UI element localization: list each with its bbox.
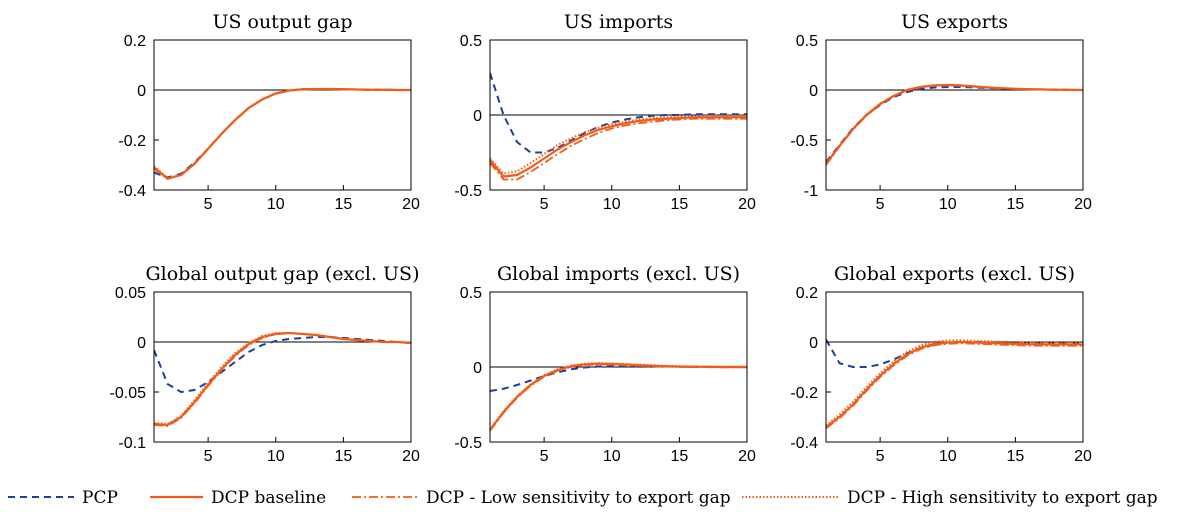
x-tick-label: 10 (267, 448, 285, 465)
chart-title: US output gap (212, 11, 352, 33)
legend-label: PCP (82, 488, 118, 508)
y-tick-label: 0.5 (460, 33, 482, 50)
plot-frame (825, 291, 1084, 443)
legend-item-pcp: PCP (8, 488, 118, 508)
y-tick-label: 0.05 (115, 285, 146, 302)
plot-frame (825, 39, 1084, 191)
y-tick-label: 0 (473, 108, 482, 125)
x-tick-label: 5 (876, 196, 885, 213)
legend-item-dcp-low-sensitivity: DCP - Low sensitivity to export gap (352, 488, 731, 508)
x-tick-label: 5 (540, 448, 549, 465)
legend-label: DCP baseline (211, 488, 326, 508)
x-tick-label: 15 (334, 448, 352, 465)
y-tick-label: -1 (804, 183, 818, 200)
chart-title: US exports (901, 11, 1008, 33)
x-tick-label: 15 (1006, 196, 1024, 213)
series-line-dcp-low-sensitivity (826, 84, 1083, 166)
x-tick-label: 15 (334, 196, 352, 213)
x-tick-label: 10 (603, 448, 621, 465)
y-tick-label: -0.5 (454, 183, 482, 200)
series-line-dcp-low-sensitivity (490, 117, 747, 181)
legend-label: DCP - High sensitivity to export gap (847, 488, 1158, 508)
x-tick-label: 20 (738, 196, 756, 213)
series-line-dcp-baseline (490, 116, 747, 178)
series-line-dcp-low-sensitivity (490, 363, 747, 432)
plot-frame (153, 291, 412, 443)
series-line-dcp-baseline (154, 331, 411, 427)
series-line-dcp-baseline (826, 340, 1083, 428)
x-tick-label: 10 (267, 196, 285, 213)
series-line-pcp (154, 336, 411, 393)
x-tick-label: 5 (204, 448, 213, 465)
x-tick-label: 5 (204, 196, 213, 213)
x-tick-label: 5 (876, 448, 885, 465)
series-line-dcp-low-sensitivity (154, 332, 411, 427)
x-tick-label: 20 (402, 448, 420, 465)
x-tick-label: 20 (738, 448, 756, 465)
y-tick-label: 0 (137, 83, 146, 100)
series-line-pcp (826, 86, 1083, 163)
chart-panel-2: US imports 5 10 15 20 -0.5 0 0.5 (454, 11, 756, 213)
chart-title: US imports (564, 11, 673, 33)
series-line-dcp-baseline (490, 362, 747, 431)
x-tick-label: 20 (402, 196, 420, 213)
series-line-dcp-high-sensitivity (490, 362, 747, 430)
legend-item-dcp-baseline: DCP baseline (150, 488, 326, 508)
x-tick-label: 10 (939, 196, 957, 213)
y-tick-label: -0.2 (118, 133, 146, 150)
y-tick-label: 0.5 (460, 285, 482, 302)
y-tick-label: -0.05 (110, 385, 147, 402)
y-tick-label: 0 (809, 335, 818, 352)
legend-label: DCP - Low sensitivity to export gap (426, 488, 731, 508)
chart-panel-5: Global imports (excl. US) 5 10 15 20 -0.5 0 0.5 (454, 263, 756, 465)
series-line-dcp-high-sensitivity (154, 88, 411, 179)
y-tick-label: -0.5 (790, 133, 818, 150)
y-tick-label: -0.4 (118, 183, 146, 200)
x-tick-label: 10 (603, 196, 621, 213)
chart-panel-4: Global output gap (excl. US) 5 10 15 20 -0.1 -… (110, 263, 420, 465)
chart-title: Global exports (excl. US) (834, 263, 1075, 285)
chart-panel-6: Global exports (excl. US) 5 10 15 20 -0.4 -0.2… (790, 263, 1092, 465)
x-tick-label: 10 (939, 448, 957, 465)
x-tick-label: 15 (670, 196, 688, 213)
x-tick-label: 20 (1074, 448, 1092, 465)
series-line-dcp-baseline (826, 83, 1083, 165)
legend: PCP DCP baseline DCP - Low sensitivity to … (8, 488, 1158, 508)
legend-item-dcp-high-sensitivity: DCP - High sensitivity to export gap (742, 488, 1158, 508)
y-tick-label: 0.5 (796, 33, 818, 50)
y-tick-label: 0.2 (124, 33, 146, 50)
y-tick-label: 0.2 (796, 285, 818, 302)
chart-title: Global output gap (excl. US) (146, 263, 420, 285)
series-line-dcp-high-sensitivity (826, 339, 1083, 427)
chart-panel-1: US output gap 5 10 15 20 -0.4 -0.2 0 0.2 (118, 11, 420, 213)
y-tick-label: -0.2 (790, 385, 818, 402)
x-tick-label: 15 (1006, 448, 1024, 465)
series-line-dcp-low-sensitivity (826, 342, 1083, 429)
series-line-dcp-high-sensitivity (490, 114, 747, 175)
x-tick-label: 5 (540, 196, 549, 213)
series-line-dcp-high-sensitivity (826, 83, 1083, 164)
series-line-dcp-high-sensitivity (154, 332, 411, 425)
chart-panel-3: US exports 5 10 15 20 -1 -0.5 0 0.5 (790, 11, 1092, 213)
y-tick-label: -0.5 (454, 435, 482, 452)
x-tick-label: 15 (670, 448, 688, 465)
y-tick-label: -0.4 (790, 435, 818, 452)
y-tick-label: 0 (137, 335, 146, 352)
series-line-dcp-low-sensitivity (154, 88, 411, 180)
series-line-pcp (490, 72, 747, 154)
plot-frame (153, 39, 412, 191)
chart-title: Global imports (excl. US) (497, 263, 740, 285)
y-tick-label: 0 (809, 83, 818, 100)
y-tick-label: 0 (473, 360, 482, 377)
y-tick-label: -0.1 (118, 435, 146, 452)
x-tick-label: 20 (1074, 196, 1092, 213)
